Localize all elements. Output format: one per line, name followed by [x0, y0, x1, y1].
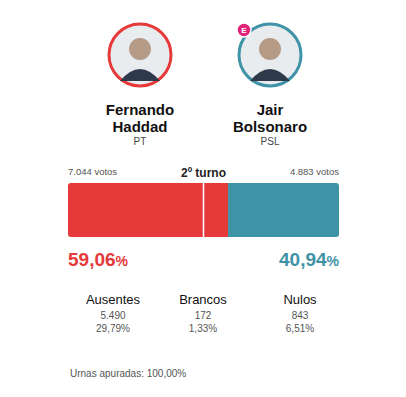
footer: Urnas apuradas: 100,00% — [70, 368, 186, 379]
badge-text: E — [241, 26, 247, 35]
data-label: 40,94% — [279, 249, 340, 270]
candidate-name: Fernando Haddad — [90, 101, 190, 135]
bar — [228, 183, 339, 237]
title: 2º turno — [181, 166, 226, 180]
chart: E 2º turno 7.044 votos 4.883 votos 59,06% 40,… — [0, 0, 406, 397]
portrait-body — [250, 69, 290, 81]
portrait-head — [259, 38, 281, 60]
votes: 7.044 votos — [68, 166, 117, 177]
candidate-name: Jair Bolsonaro — [220, 101, 320, 135]
party: PT — [90, 136, 190, 147]
stat-votes: 843 — [255, 309, 345, 322]
stat-percent: 6,51% — [255, 322, 345, 335]
portrait-frame — [109, 24, 171, 86]
midline — [203, 183, 205, 237]
stat-label: Brancos — [158, 292, 248, 307]
bar — [68, 183, 228, 237]
plot-area — [68, 183, 339, 237]
data-label: 59,06% — [68, 249, 129, 270]
votes: 4.883 votos — [290, 166, 339, 177]
badge — [237, 23, 251, 37]
stat-percent: 1,33% — [158, 322, 248, 335]
stat-label: Ausentes — [68, 292, 158, 307]
stat-label: Nulos — [255, 292, 345, 307]
portrait-body — [120, 69, 160, 81]
party: PSL — [220, 136, 320, 147]
portrait — [109, 24, 171, 86]
stat-votes: 172 — [158, 309, 248, 322]
stat-votes: 5.490 — [68, 309, 158, 322]
stat-percent: 29,79% — [68, 322, 158, 335]
portrait-head — [129, 38, 151, 60]
